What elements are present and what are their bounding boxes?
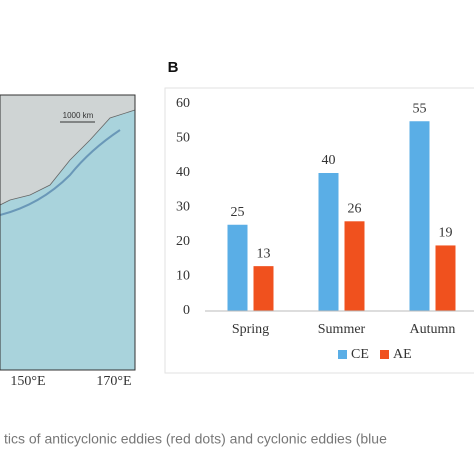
- x-tick-label: Spring: [232, 322, 269, 337]
- map-trench: [0, 129, 121, 216]
- y-tick-label: 30: [176, 200, 190, 215]
- legend-label: AE: [393, 347, 412, 362]
- legend-swatch: [338, 350, 347, 359]
- bar: [409, 121, 430, 311]
- caption: tics of anticyclonic eddies (red dots) a…: [4, 431, 387, 447]
- bar: [227, 224, 248, 311]
- bar: [253, 266, 274, 311]
- bar: [318, 173, 339, 311]
- map-x-tick-label: 170°E: [96, 374, 131, 389]
- bar: [435, 245, 456, 311]
- map-x-tick-label: 150°E: [10, 374, 45, 389]
- legend-swatch: [380, 350, 389, 359]
- y-tick-label: 20: [176, 234, 190, 249]
- map-frame: [0, 94, 136, 371]
- bar: [344, 221, 365, 311]
- y-tick-label: 0: [183, 303, 190, 318]
- value-label: 40: [322, 153, 336, 168]
- value-label: 25: [231, 205, 245, 220]
- y-tick-label: 60: [176, 96, 190, 111]
- y-tick-label: 40: [176, 165, 190, 180]
- value-label: 55: [413, 101, 427, 116]
- value-label: 26: [348, 202, 362, 217]
- y-tick-label: 10: [176, 269, 190, 284]
- legend-label: CE: [351, 347, 369, 362]
- bar-chart: 0 10 20 30 40 50 60 Spring 25 13 Summer 40 26 Autumn 5…: [176, 96, 474, 362]
- value-label: 13: [257, 246, 271, 261]
- map-scale-label: 1000 km: [63, 111, 94, 120]
- y-tick-label: 50: [176, 131, 190, 146]
- panel-label: B: [168, 59, 179, 76]
- value-label: 19: [439, 226, 453, 241]
- chart-frame: [164, 87, 474, 374]
- x-tick-label: Summer: [318, 322, 366, 337]
- x-tick-label: Autumn: [410, 322, 456, 337]
